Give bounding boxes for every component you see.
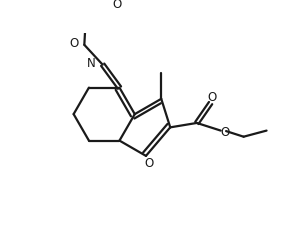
Text: O: O [207, 91, 216, 104]
Text: N: N [87, 57, 96, 70]
Text: O: O [69, 37, 78, 50]
Text: O: O [144, 157, 153, 170]
Text: O: O [220, 126, 230, 139]
Text: O: O [112, 0, 121, 11]
